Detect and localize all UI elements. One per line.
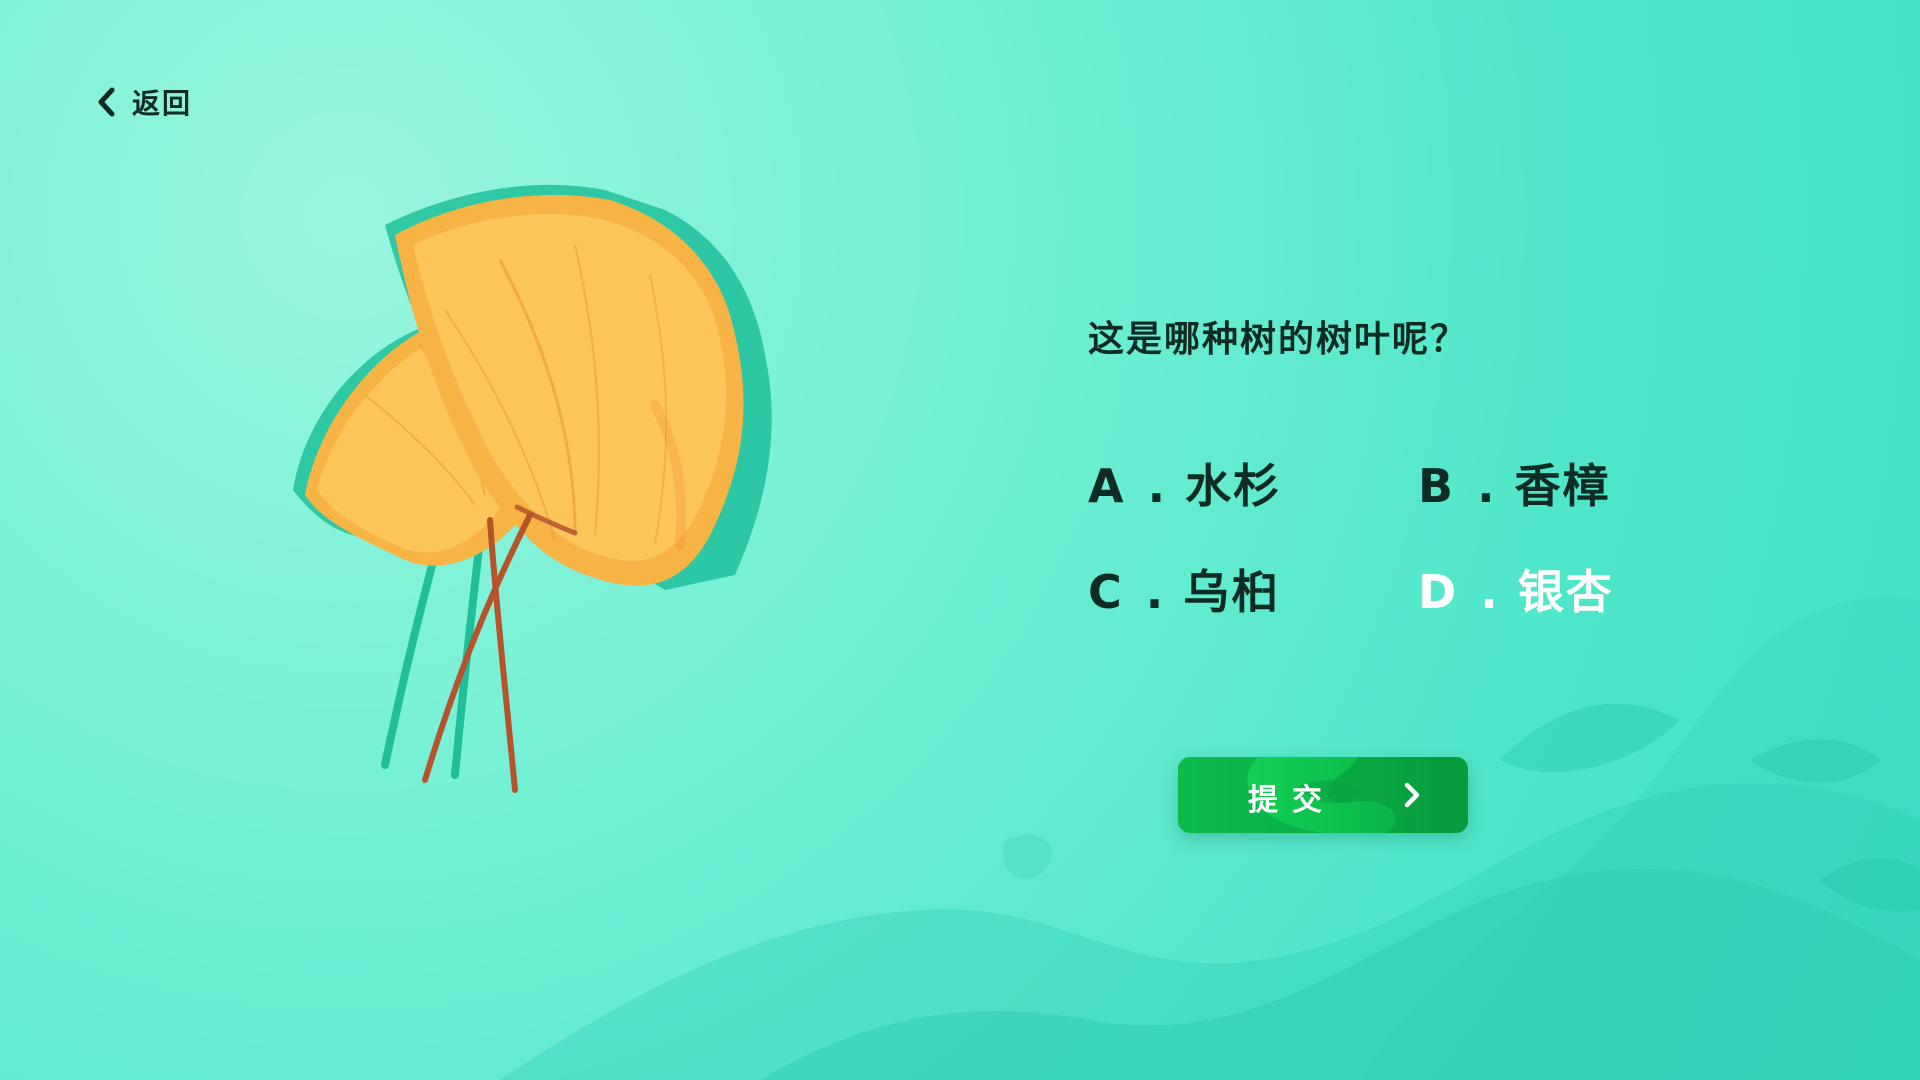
option-d[interactable]: D . 银杏 bbox=[1418, 556, 1614, 622]
option-separator: . bbox=[1477, 459, 1497, 513]
option-letter: A bbox=[1088, 459, 1126, 513]
option-separator: . bbox=[1145, 565, 1166, 619]
option-c[interactable]: C . 乌桕 bbox=[1088, 556, 1279, 622]
option-a[interactable]: A . 水杉 bbox=[1088, 450, 1281, 516]
ginkgo-leaf-icon bbox=[293, 184, 772, 793]
option-text: 水杉 bbox=[1185, 459, 1282, 513]
option-separator: . bbox=[1147, 459, 1168, 513]
question-text: 这是哪种树的树叶呢？ bbox=[1088, 319, 1469, 360]
chevron-right-icon bbox=[1404, 782, 1420, 808]
back-label: 返回 bbox=[132, 87, 193, 120]
back-button[interactable]: 返回 bbox=[92, 76, 192, 128]
option-text: 香樟 bbox=[1514, 459, 1611, 513]
option-letter: D bbox=[1418, 565, 1459, 619]
submit-label: 提交 bbox=[1248, 783, 1336, 818]
answer-options: A . 水杉 B . 香樟 C . 乌桕 D . 银杏 bbox=[1088, 450, 1648, 670]
option-b[interactable]: B . 香樟 bbox=[1418, 450, 1611, 516]
chevron-left-icon bbox=[98, 87, 115, 117]
option-text: 银杏 bbox=[1517, 565, 1614, 619]
option-letter: C bbox=[1088, 565, 1124, 619]
option-separator: . bbox=[1480, 565, 1500, 619]
option-letter: B bbox=[1418, 459, 1456, 513]
submit-button[interactable]: 提交 bbox=[1178, 757, 1468, 833]
submit-pattern bbox=[1178, 757, 1468, 833]
option-text: 乌桕 bbox=[1183, 565, 1280, 619]
